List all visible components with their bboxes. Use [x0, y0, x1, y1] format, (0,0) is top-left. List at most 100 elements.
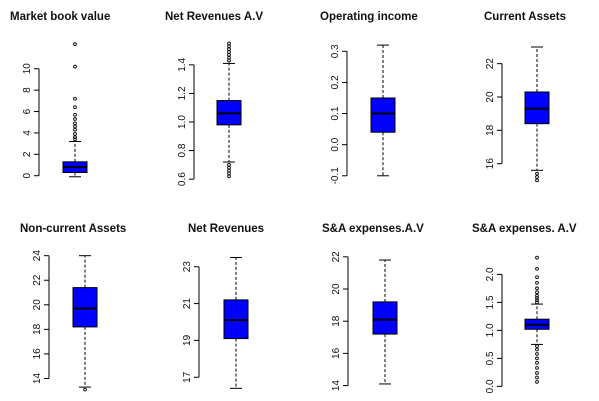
y-tick-label: 0.8: [177, 143, 188, 157]
y-tick-label: 20: [32, 299, 43, 311]
outlier-point: [227, 171, 231, 176]
y-tick-label: 1.2: [177, 86, 188, 100]
outlier-point: [535, 293, 539, 298]
outlier-point: [73, 121, 77, 126]
box-iqr: [72, 287, 98, 328]
outlier-point: [73, 117, 77, 121]
outlier-point: [227, 44, 231, 49]
panel-title: Net Revenues: [188, 223, 264, 235]
y-tick-label: 22: [331, 251, 342, 263]
panel-net-revenues-av: Net Revenues A.V 0.6 0.8 1.0 1.2 1.4: [165, 11, 263, 186]
panel-operating-income: Operating income -0.1 0.0 0.1 0.2 0.3: [320, 11, 418, 184]
y-tick-label: 8: [22, 87, 33, 93]
panel-market-book-value: Market book value 0 2 4 6 8 10: [10, 11, 110, 179]
outlier-point: [535, 275, 539, 280]
panel-net-revenues: Net Revenues 17 19 21 23: [182, 223, 264, 389]
y-tick-label: 10: [22, 63, 33, 75]
panel-sa-expenses-av: S&A expenses.A.V 14 16 18 20 22: [322, 223, 424, 391]
y-tick-label: 0.3: [330, 44, 341, 58]
y-tick-label: 1.0: [177, 115, 188, 129]
y-tick-label: 1.5: [485, 295, 496, 309]
y-tick-label: 18: [331, 315, 342, 327]
outlier-point: [535, 298, 539, 303]
y-tick-label: 0.2: [330, 75, 341, 89]
outlier-point: [535, 171, 539, 176]
outlier-point: [227, 163, 231, 167]
y-tick-label: 0.0: [485, 379, 496, 393]
outlier-point: [535, 347, 539, 352]
y-tick-label: 22: [485, 58, 496, 70]
y-tick-label: 16: [485, 158, 496, 170]
outlier-point: [73, 135, 77, 140]
outlier-point: [535, 280, 539, 285]
y-tick-label: 4: [22, 130, 33, 136]
y-tick-label: 22: [32, 274, 43, 286]
outlier-point: [535, 366, 539, 370]
y-tick-label: 0.5: [485, 351, 496, 365]
outlier-point: [73, 124, 77, 129]
y-tick-label: 20: [485, 91, 496, 103]
outlier-point: [535, 361, 539, 365]
y-tick-label: 2.0: [485, 267, 496, 281]
y-tick-label: 0: [22, 173, 33, 179]
outlier-point: [73, 96, 77, 101]
box-iqr: [372, 301, 398, 335]
outlier-point: [73, 42, 77, 46]
y-tick-label: -0.1: [330, 167, 341, 185]
outlier-point: [535, 356, 539, 361]
outlier-point: [535, 344, 539, 348]
outlier-point: [535, 178, 539, 183]
panel-non-current-assets: Non-current Assets 14 16 18 20 22 24: [20, 223, 126, 392]
outlier-point: [535, 380, 539, 384]
y-tick-label: 21: [182, 298, 193, 310]
outlier-point: [227, 53, 231, 57]
y-tick-label: 2: [22, 151, 33, 157]
outlier-point: [535, 296, 539, 300]
outlier-point: [535, 371, 539, 375]
panel-sa-expenses-av-2: S&A expenses. A.V 0.0 0.5 1.0 1.5 2.0: [472, 223, 577, 393]
y-tick-label: 19: [182, 334, 193, 346]
y-tick-label: 16: [32, 348, 43, 360]
outlier-point: [535, 352, 539, 356]
outlier-point: [535, 300, 539, 305]
y-tick-label: 0.1: [330, 106, 341, 120]
outlier-point: [227, 55, 231, 60]
panel-title: S&A expenses.A.V: [322, 223, 424, 235]
panel-title: Non-current Assets: [20, 223, 126, 235]
outlier-point: [227, 50, 231, 54]
outlier-point: [227, 174, 231, 179]
y-tick-label: 14: [32, 372, 43, 384]
outlier-point: [535, 266, 539, 271]
outlier-point: [535, 255, 539, 260]
y-tick-label: 17: [182, 371, 193, 383]
y-tick-label: 18: [32, 323, 43, 335]
y-tick-label: 24: [32, 250, 43, 262]
outlier-point: [73, 137, 77, 142]
outlier-point: [535, 290, 539, 295]
outlier-point: [73, 132, 77, 136]
outlier-point: [227, 47, 231, 51]
y-tick-label: 16: [331, 347, 342, 359]
outlier-point: [83, 387, 87, 392]
panel-title: Current Assets: [484, 11, 566, 23]
y-tick-label: 1.4: [177, 57, 188, 71]
outlier-point: [73, 105, 77, 110]
y-tick-label: 0.0: [330, 137, 341, 151]
outlier-point: [227, 165, 231, 170]
panel-title: S&A expenses. A.V: [472, 223, 577, 235]
outlier-point: [73, 112, 77, 117]
outlier-point: [227, 168, 231, 173]
outlier-point: [535, 286, 539, 291]
y-tick-label: 18: [485, 124, 496, 136]
panel-current-assets: Current Assets 16 18 20 22: [484, 11, 566, 183]
panel-title: Operating income: [320, 11, 418, 23]
y-tick-label: 6: [22, 108, 33, 114]
panel-title: Net Revenues A.V: [165, 11, 263, 23]
y-tick-label: 14: [331, 380, 342, 392]
y-tick-label: 0.6: [177, 172, 188, 186]
outlier-point: [73, 127, 77, 132]
y-tick-label: 23: [182, 261, 193, 273]
outlier-point: [535, 375, 539, 380]
outlier-point: [227, 41, 231, 46]
